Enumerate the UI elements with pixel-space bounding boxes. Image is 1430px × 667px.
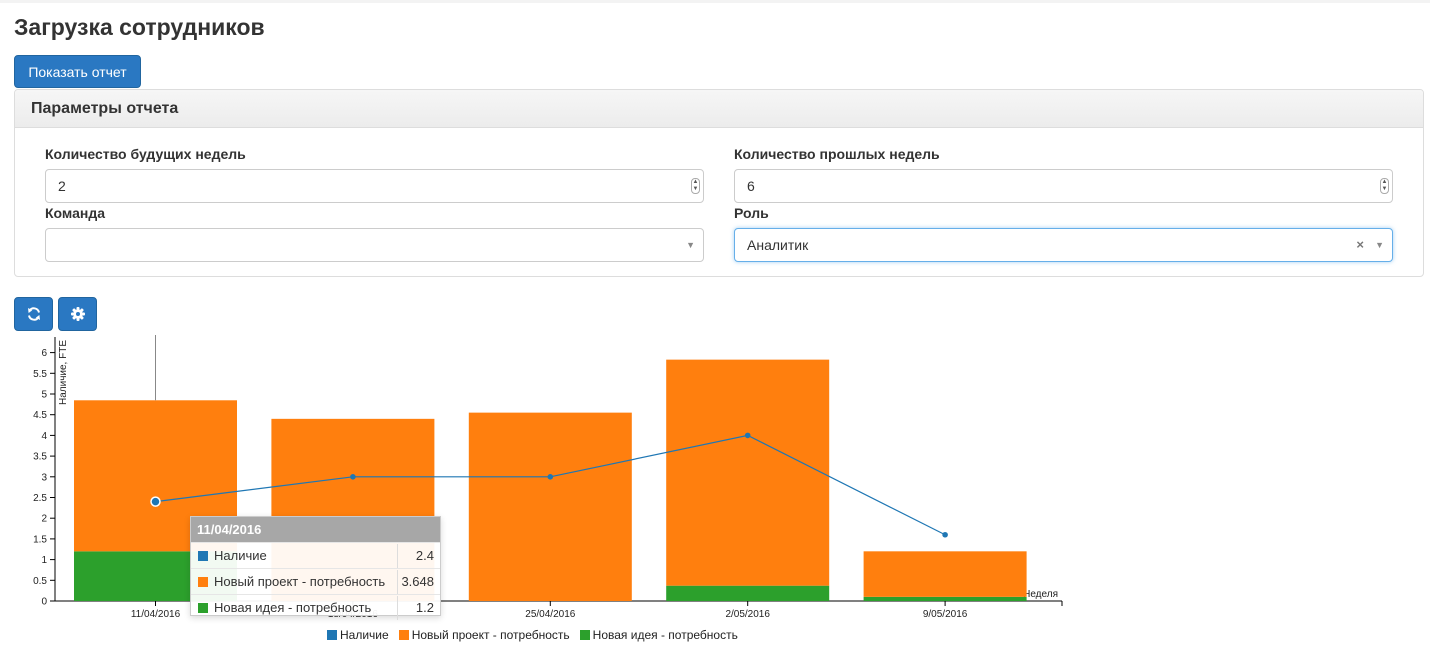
page-title: Загрузка сотрудников — [14, 14, 265, 40]
x-tick-label: 11/04/2016 — [131, 609, 181, 620]
gear-icon — [70, 307, 85, 321]
bar-new-project — [468, 412, 632, 601]
legend-swatch — [327, 630, 337, 640]
y-tick-label: 1 — [41, 555, 47, 566]
legend-swatch — [579, 630, 590, 640]
chart-tooltip: 11/04/2016 Наличие 2.4 Новый проект - по… — [190, 516, 441, 620]
legend-label: Новая идея - потребность — [592, 628, 738, 642]
future-weeks-value: 2 — [58, 178, 66, 194]
past-weeks-label: Количество прошлых недель — [734, 146, 940, 162]
tooltip-series-name: Новый проект - потребность — [214, 569, 398, 594]
chevron-down-icon[interactable]: ▼ — [1375, 240, 1384, 250]
past-weeks-value: 6 — [747, 178, 755, 194]
availability-point-highlighted — [150, 496, 161, 507]
tooltip-row: Новый проект - потребность 3.648 — [191, 568, 440, 594]
y-tick-label: 3 — [41, 472, 47, 483]
y-tick-label: 2.5 — [33, 493, 47, 504]
availability-point — [350, 474, 356, 480]
tooltip-row: Новая идея - потребность 1.2 — [191, 594, 440, 620]
tooltip-series-name: Наличие — [214, 543, 398, 568]
tooltip-value: 1.2 — [415, 600, 434, 615]
y-tick-label: 2 — [41, 514, 47, 525]
tooltip-value: 3.648 — [401, 574, 434, 589]
availability-point — [942, 531, 948, 538]
y-tick-label: 5 — [41, 390, 47, 401]
role-value: Аналитик — [747, 237, 809, 253]
legend-item-new-idea[interactable]: Новая идея - потребность — [579, 628, 738, 642]
stepper-icon[interactable]: ▲ ▼ — [1380, 178, 1389, 194]
y-tick-label: 3.5 — [33, 452, 47, 463]
y-tick-label: 0 — [41, 597, 47, 608]
tooltip-swatch — [198, 602, 208, 613]
team-select[interactable]: ▼ — [45, 228, 704, 262]
bar-new-idea — [863, 596, 1027, 601]
y-tick-label: 1.5 — [33, 534, 47, 545]
y-tick-label: 5.5 — [33, 369, 47, 380]
show-report-button[interactable]: Показать отчет — [14, 55, 141, 88]
tooltip-series-name: Новая идея - потребность — [214, 595, 398, 620]
tooltip-row: Наличие 2.4 — [191, 542, 440, 568]
workload-chart: Наличие, FTE Неделя 0 0.5 1 1.5 2 2.5 3 3.5 4 4.5… — [33, 335, 1063, 620]
bar-new-project — [863, 551, 1027, 597]
legend-swatch — [398, 630, 409, 640]
x-tick-label: 9/05/2016 — [923, 609, 968, 620]
tooltip-title: 11/04/2016 — [191, 517, 440, 542]
team-label: Команда — [45, 205, 105, 221]
y-tick-label: 0.5 — [33, 576, 47, 587]
panel-heading: Параметры отчета — [15, 90, 1423, 128]
clear-icon[interactable]: × — [1356, 237, 1364, 252]
legend-item-availability[interactable]: Наличие — [327, 628, 389, 642]
y-axis-title: Наличие, FTE — [58, 340, 69, 405]
bar-new-project — [666, 359, 830, 586]
report-params-panel: Параметры отчета Количество будущих неде… — [14, 89, 1424, 277]
future-weeks-label: Количество будущих недель — [45, 146, 246, 162]
top-border — [0, 0, 1430, 3]
y-tick-label: 4 — [41, 431, 47, 442]
past-weeks-input[interactable]: 6 ▲ ▼ — [734, 169, 1393, 203]
tooltip-swatch — [198, 576, 208, 587]
refresh-icon — [27, 307, 40, 321]
future-weeks-input[interactable]: 2 ▲ ▼ — [45, 169, 704, 203]
legend-label: Новый проект - потребность — [411, 628, 570, 642]
settings-button[interactable] — [58, 297, 97, 331]
x-tick-label: 25/04/2016 — [525, 609, 575, 620]
tooltip-value: 2.4 — [415, 548, 434, 563]
x-axis-title: Неделя — [1023, 589, 1058, 600]
tooltip-swatch — [198, 550, 208, 561]
x-tick-label: 2/05/2016 — [725, 609, 770, 620]
refresh-button[interactable] — [14, 297, 53, 331]
y-tick-label: 4.5 — [33, 410, 47, 421]
chevron-down-icon[interactable]: ▼ — [686, 240, 695, 250]
bar-new-idea — [666, 585, 830, 601]
chart-legend: Наличие Новый проект - потребность Новая… — [327, 628, 738, 642]
legend-item-new-project[interactable]: Новый проект - потребность — [398, 628, 570, 642]
availability-point — [744, 432, 751, 439]
stepper-icon[interactable]: ▲ ▼ — [691, 178, 700, 194]
availability-point — [547, 474, 554, 480]
y-tick-label: 6 — [41, 348, 47, 359]
legend-label: Наличие — [340, 628, 389, 642]
role-label: Роль — [734, 205, 769, 221]
role-select[interactable]: Аналитик × ▼ — [734, 228, 1393, 262]
